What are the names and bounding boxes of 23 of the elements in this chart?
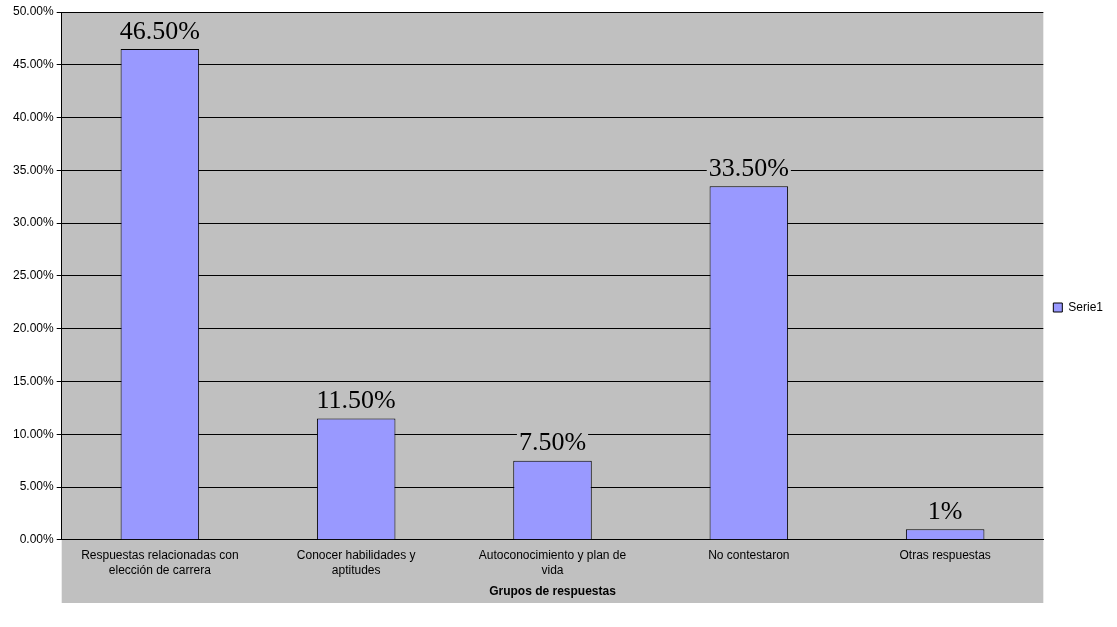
y-tick-label: 0.00% [19,532,55,547]
x-axis-title: Grupos de respuestas [489,584,617,599]
data-label: 46.50% [119,15,200,45]
y-tick-label: 15.00% [13,373,55,388]
x-tick-label: Respuestas relacionadas con elección de carrera [81,548,239,577]
x-tick-label: Otras respuestas [899,548,991,563]
data-label: 11.50% [316,385,396,415]
y-tick-label: 25.00% [13,268,55,283]
y-tick-label: 20.00% [13,320,55,335]
y-tick-label: 10.00% [13,426,55,441]
x-tick-label: No contestaron [708,548,790,563]
data-label: 33.50% [708,153,789,182]
data-label: 1% [927,496,963,526]
y-tick-label: 5.00% [19,479,55,494]
y-tick-label: 40.00% [13,109,55,124]
x-tick-label: Conocer habilidades y aptitudes [296,548,416,577]
y-tick-label: 35.00% [13,162,55,177]
y-tick-label: 45.00% [13,57,55,72]
y-tick-label: 50.00% [13,4,55,19]
legend-label: Serie1 [1068,299,1104,314]
y-tick-label: 30.00% [13,215,55,230]
x-tick-label: Autoconocimiento y plan de vida [478,548,627,577]
data-label: 7.50% [518,427,587,457]
